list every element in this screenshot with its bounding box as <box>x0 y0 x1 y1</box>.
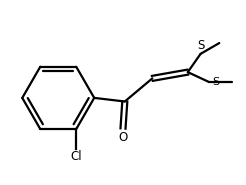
Text: S: S <box>197 39 204 52</box>
Text: S: S <box>212 77 219 87</box>
Text: O: O <box>118 131 128 144</box>
Text: Cl: Cl <box>70 150 82 163</box>
